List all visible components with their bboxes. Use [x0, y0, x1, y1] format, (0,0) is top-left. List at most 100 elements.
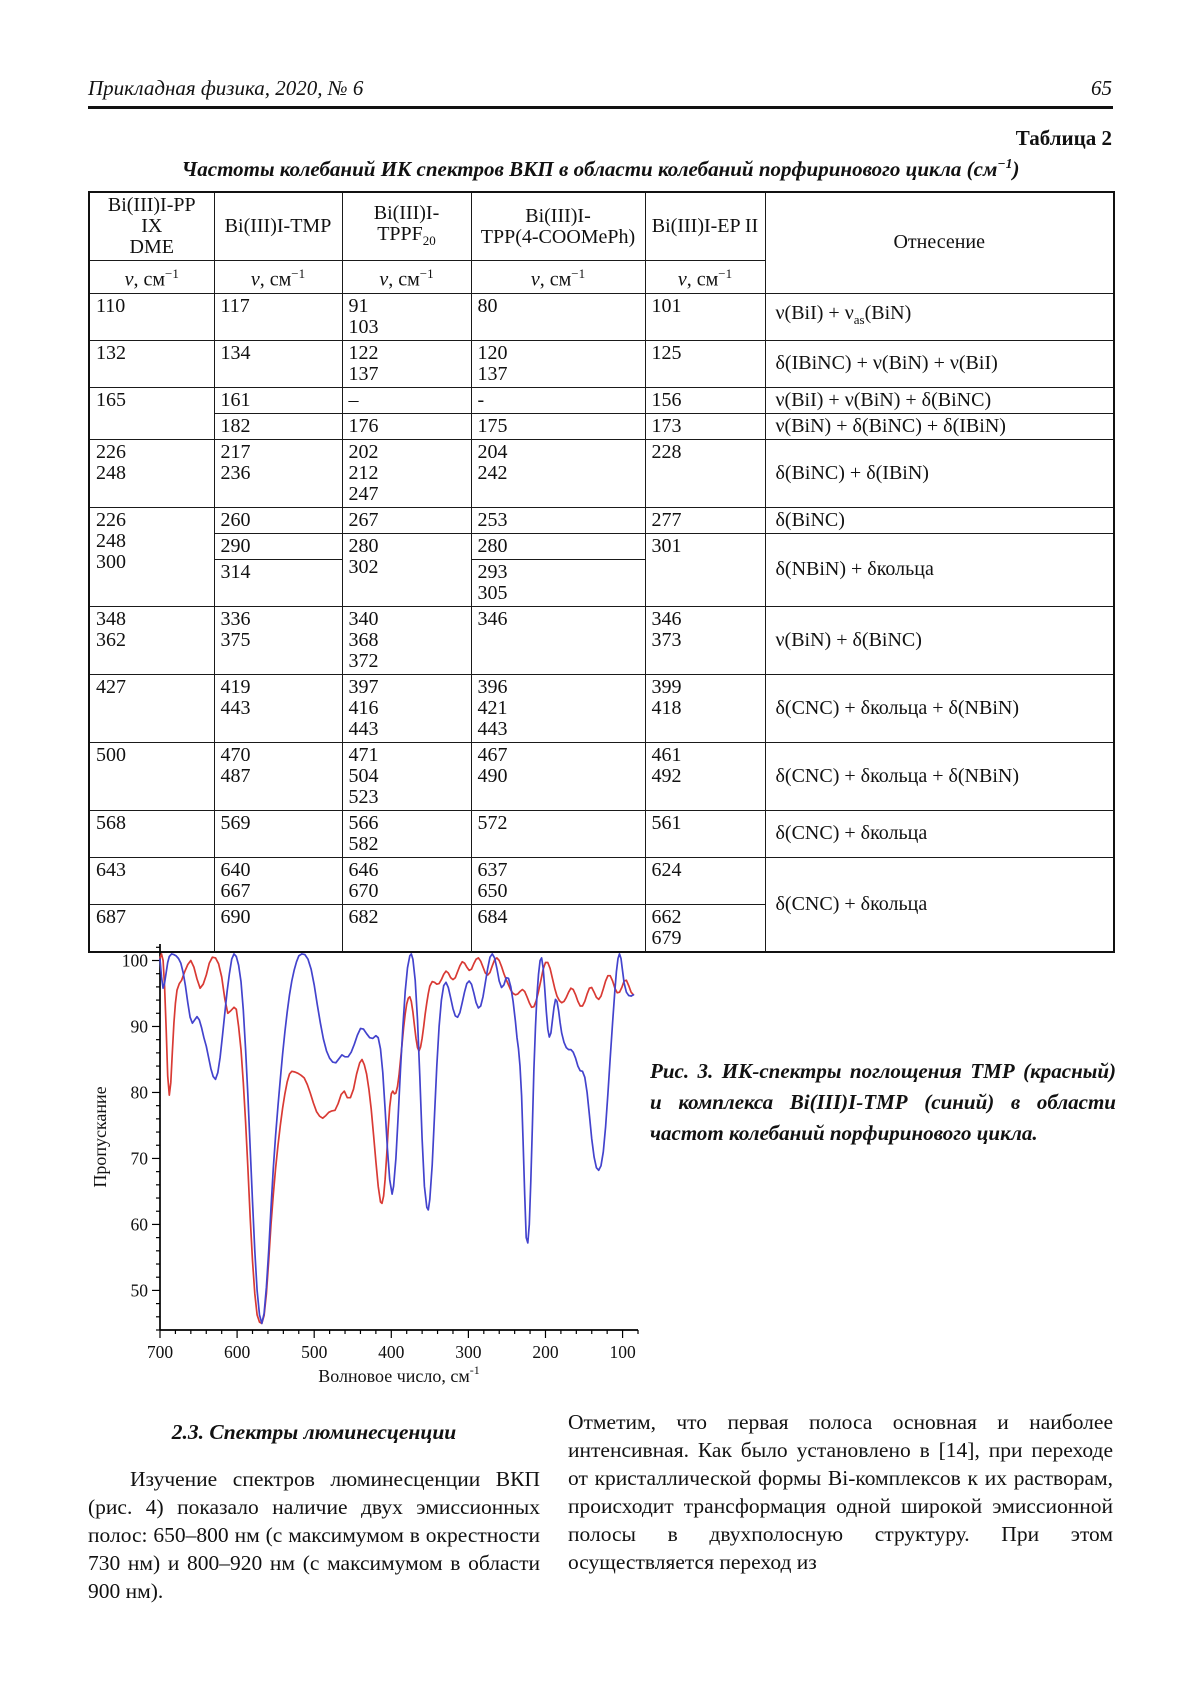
freq-cell: 175	[470, 412, 646, 440]
cell-line: 101	[651, 294, 682, 317]
table-row: 226 248 217 236 202 212 247 204 242 228 δ(BiNC) + …	[88, 438, 1115, 508]
cell-line: 490	[477, 764, 508, 787]
cell-line: 397	[348, 675, 379, 698]
cell-line: 461	[651, 743, 682, 766]
freq-cell: 643	[88, 856, 215, 905]
table-title-superscript: −1	[997, 156, 1013, 171]
table-row: 226 248 300 260 267 253 277 δ(BiNC)	[88, 506, 1115, 607]
cell-line: 280	[477, 534, 508, 557]
assignment-cell: δ(CNC) + δкольца + δ(NBiN)	[764, 741, 1115, 811]
cell-line: 120	[477, 341, 508, 364]
subscript: 20	[422, 232, 436, 248]
cell-line: 161	[220, 388, 251, 411]
freq-cell: 132	[88, 339, 215, 388]
cell-line: 470	[220, 743, 251, 766]
table-header-row: Bi(III)I-PP IX DME Bi(III)I-TMP Bi(III)I-TP…	[88, 191, 1115, 294]
freq-cell: 662 679	[644, 903, 766, 953]
cell-line: 372	[348, 649, 379, 672]
freq-cell: 117	[213, 292, 343, 341]
unit-text: , см	[388, 268, 420, 291]
assignment-cell: δ(NBiN) + δкольца	[764, 532, 1115, 607]
cell-line: 443	[220, 696, 251, 719]
cell-line: 504	[348, 764, 379, 787]
assignment-cell: δ(CNC) + δкольца + δ(NBiN)	[764, 673, 1115, 743]
cell-line: 314	[220, 560, 251, 583]
table-row: 427 419 443 397 416 443 396 421 443 399 418 δ(CNC) …	[88, 673, 1115, 743]
freq-cell: 161	[213, 386, 343, 414]
x-tick-label: 200	[532, 1342, 559, 1362]
cell-text: (BiN)	[864, 302, 912, 325]
table-row: 568 569 566 582 572 561 δ(CNC) + δкольца	[88, 809, 1115, 858]
cell-line: 280	[348, 534, 379, 557]
cell-line: 643	[96, 858, 126, 881]
left-paragraph: Изучение спектров люминесценции ВКП (рис…	[88, 1467, 540, 1603]
assignment-cell: ν(BiN) + δ(BiNC)	[764, 605, 1115, 675]
cell-line: 175	[477, 414, 508, 437]
y-tick-label: 60	[131, 1214, 149, 1234]
table-row: 110 117 91 103 80 101 ν(BiI) + νas(BiN)	[88, 292, 1115, 341]
x-tick-label: 300	[455, 1342, 482, 1362]
cell-line: 640	[220, 858, 251, 881]
cell-line: 566	[348, 811, 379, 834]
freq-cell: 280	[470, 532, 646, 560]
x-tick-label: 400	[378, 1342, 405, 1362]
freq-cell: 293 305	[470, 558, 646, 607]
figure-caption: Рис. 3. ИК-спектры поглощения ТМР (красн…	[650, 1059, 1116, 1145]
cell-line: 336	[220, 607, 251, 630]
cell-line: 348	[96, 607, 126, 630]
ir-spectra-chart: 50 60 70 80 90 100 700 600 500 400 300 200 100 Пропус…	[90, 944, 639, 1385]
freq-cell: 646 670	[341, 856, 472, 905]
page-number: 65	[1091, 76, 1112, 100]
freq-cell: 346 373	[644, 605, 766, 675]
cell-line: 110	[96, 294, 126, 317]
cell-line: 300	[96, 550, 126, 573]
freq-cell: 682	[341, 903, 472, 953]
nu-symbol: ν	[250, 268, 260, 291]
cell-line: 568	[96, 811, 126, 834]
freq-cell: 226 248 300	[88, 506, 215, 607]
cell-line: 467	[477, 743, 508, 766]
assignment-cell: ν(BiN) + δ(BiNC) + δ(IBiN)	[764, 412, 1115, 440]
freq-cell: 566 582	[341, 809, 472, 858]
cell-line: 217	[220, 440, 251, 463]
assignment-cell: δ(BiNC) + δ(IBiN)	[764, 438, 1115, 508]
header-rule	[88, 106, 1113, 109]
cell-line: 572	[477, 811, 508, 834]
cell-line: 248	[96, 529, 126, 552]
left-column: 2.3. Спектры люминесценции Изучение спек…	[88, 1420, 540, 1605]
freq-cell: 568	[88, 809, 215, 858]
cell-line: 399	[651, 675, 682, 698]
cell-line: 202	[348, 440, 379, 463]
freq-cell: 204 242	[470, 438, 646, 508]
cell-line: 637	[477, 858, 508, 881]
cell-text: ν(BiI) + ν	[775, 302, 854, 325]
cell-line: 416	[348, 696, 379, 719]
freq-cell: -	[470, 386, 646, 414]
cell-line: 267	[348, 508, 379, 531]
y-tick-label: 50	[131, 1280, 149, 1300]
freq-cell: 569	[213, 809, 343, 858]
freq-cell: 396 421 443	[470, 673, 646, 743]
cell-line: 650	[477, 879, 508, 902]
cell-line: 679	[651, 926, 682, 949]
cell-line: 427	[96, 675, 126, 698]
cell-line: 137	[477, 362, 508, 385]
cell-line: 253	[477, 508, 508, 531]
table-row: 500 470 487 471 504 523 467 490 461 492 δ(CNC) + δ…	[88, 741, 1115, 811]
unit-cell: ν, см−1	[213, 260, 343, 294]
frequency-table: Bi(III)I-PP IX DME Bi(III)I-TMP Bi(III)I-TP…	[88, 191, 1115, 953]
cell-line: Bi(III)I-TMP	[224, 215, 332, 237]
x-tick-label: 600	[224, 1342, 251, 1362]
freq-cell: 301	[644, 532, 766, 607]
cell-line: 277	[651, 508, 682, 531]
table-label: Таблица 2	[1015, 126, 1112, 150]
freq-cell: 156	[644, 386, 766, 414]
cell-line: 690	[220, 905, 251, 928]
cell-line: 305	[477, 581, 508, 604]
cell-line: 302	[348, 555, 379, 578]
assignment-cell: δ(CNC) + δкольца	[764, 856, 1115, 953]
assignment-cell: δ(IBiNC) + ν(BiN) + ν(BiI)	[764, 339, 1115, 388]
cell-line: 646	[348, 858, 379, 881]
freq-cell: 419 443	[213, 673, 343, 743]
